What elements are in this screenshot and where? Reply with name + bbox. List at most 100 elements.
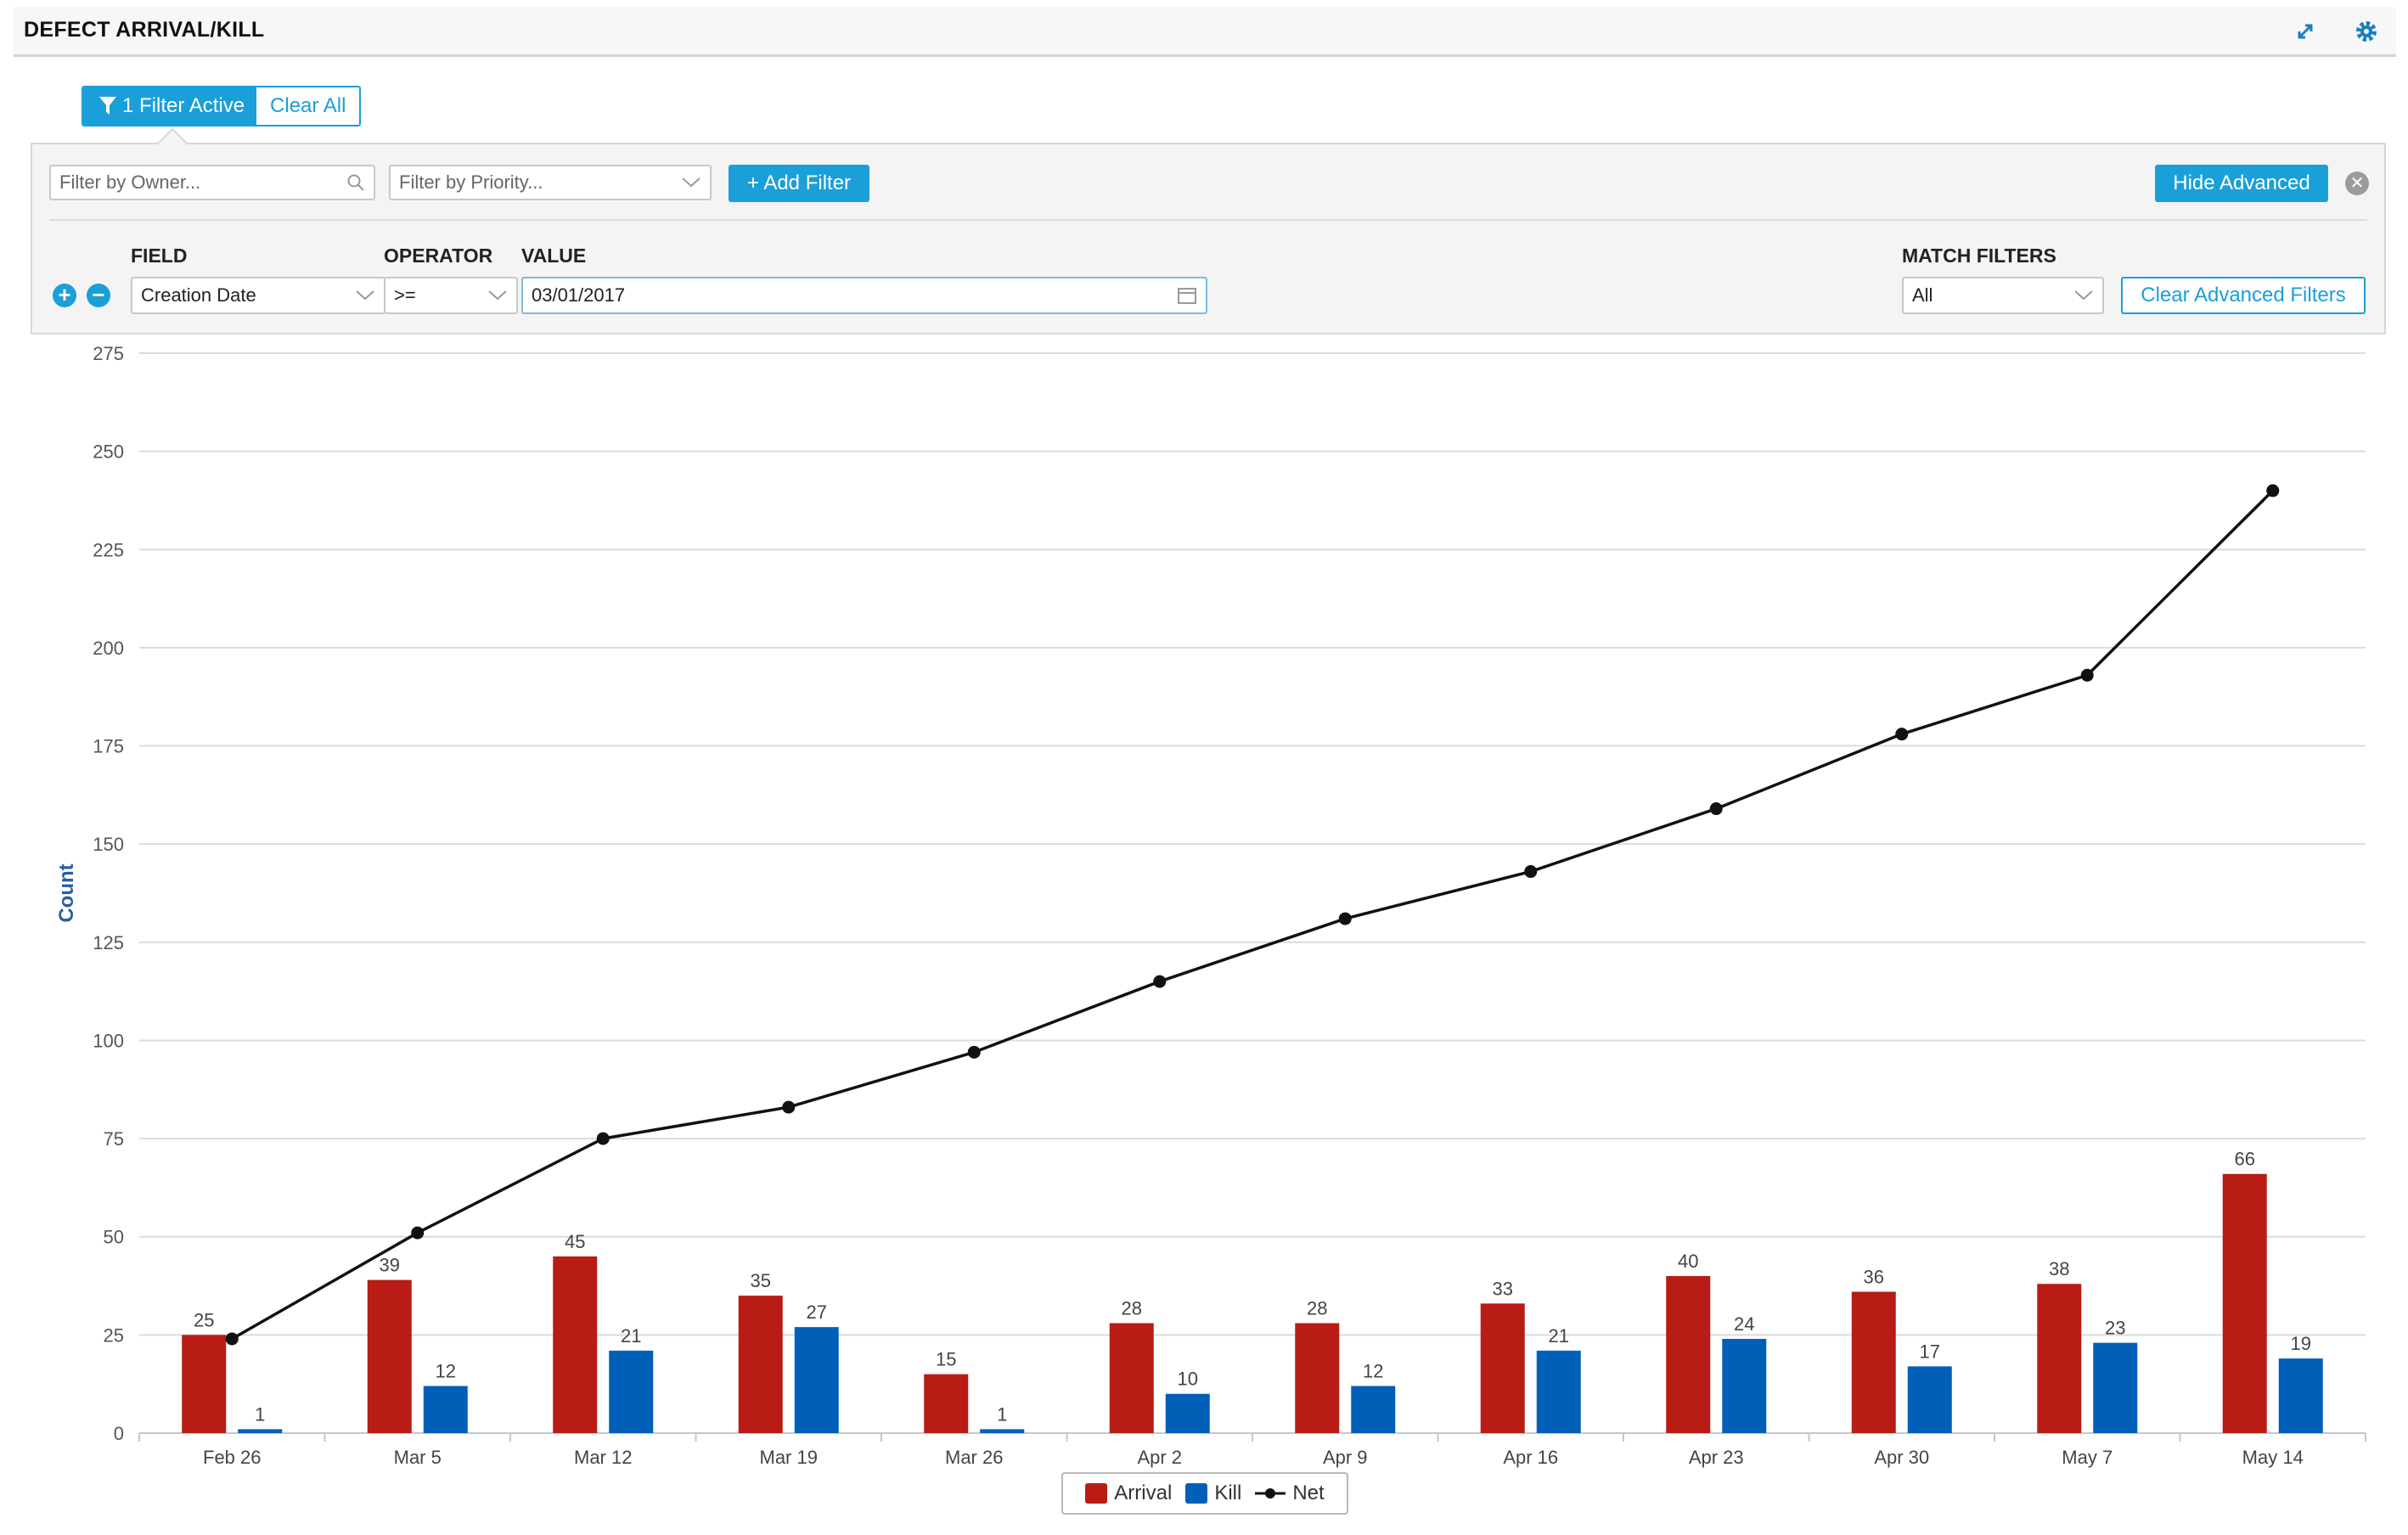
bar-arrival — [1480, 1303, 1525, 1433]
x-tick-label: Apr 23 — [1689, 1447, 1744, 1468]
y-tick-label: 75 — [104, 1128, 124, 1150]
priority-filter-select[interactable]: Filter by Priority... — [389, 165, 712, 200]
panel-title: DEFECT ARRIVAL/KILL — [24, 18, 265, 42]
chart-legend: Arrival Kill Net — [1061, 1472, 1348, 1515]
bar-kill — [1722, 1338, 1767, 1433]
y-tick-label: 25 — [104, 1324, 124, 1346]
x-tick-label: Apr 16 — [1503, 1447, 1558, 1468]
data-label-kill: 17 — [1920, 1341, 1940, 1362]
data-label-arrival: 40 — [1678, 1251, 1698, 1272]
advanced-divider — [49, 219, 2367, 221]
match-filters-header: MATCH FILTERS — [1902, 245, 2056, 267]
bar-arrival — [2037, 1284, 2082, 1433]
bar-kill — [1351, 1386, 1396, 1433]
value-column-header: VALUE — [521, 245, 587, 267]
bar-arrival — [738, 1296, 783, 1433]
calendar-icon[interactable] — [1177, 286, 1197, 305]
net-point — [596, 1132, 610, 1145]
bar-kill — [794, 1327, 839, 1433]
x-tick-label: Mar 19 — [760, 1447, 818, 1468]
data-label-kill: 10 — [1178, 1369, 1198, 1390]
filter-active-toggle[interactable]: 1 Filter Active — [83, 87, 257, 125]
legend-label-net: Net — [1292, 1482, 1325, 1504]
priority-filter-placeholder: Filter by Priority... — [399, 171, 543, 193]
y-axis-ticks: 0 25 50 75 100 125 150 175 200 225 250 275 — [93, 343, 124, 1444]
data-label-kill: 12 — [1363, 1360, 1383, 1381]
bar-kill — [609, 1350, 654, 1433]
bar-kill — [1165, 1393, 1210, 1433]
data-label-arrival: 28 — [1122, 1297, 1142, 1319]
data-label-kill: 24 — [1734, 1313, 1754, 1335]
chart-gridlines — [139, 352, 2366, 1434]
y-axis-label: Count — [55, 863, 78, 922]
legend-item-arrival[interactable]: Arrival — [1085, 1482, 1172, 1505]
data-label-kill: 1 — [255, 1403, 265, 1425]
net-point — [967, 1045, 981, 1059]
bar-arrival — [2222, 1173, 2267, 1433]
match-filters-value: All — [1912, 284, 1933, 306]
y-tick-label: 100 — [93, 1030, 124, 1051]
panel-header: DEFECT ARRIVAL/KILL — [14, 7, 2396, 57]
data-label-arrival: 36 — [1864, 1266, 1884, 1287]
operator-select-value: >= — [394, 284, 416, 306]
bar-kill — [1536, 1350, 1581, 1433]
legend-label-kill: Kill — [1214, 1482, 1242, 1504]
net-point — [411, 1226, 425, 1240]
x-axis-ticks: Feb 26 Mar 5 Mar 12 Mar 19 Mar 26 Apr 2 Apr 9 A… — [138, 1433, 2366, 1468]
bar-arrival — [1851, 1291, 1896, 1433]
bar-kill — [238, 1429, 283, 1433]
bar-arrival — [924, 1374, 969, 1433]
x-tick-label: Mar 12 — [574, 1447, 632, 1468]
field-column-header: FIELD — [131, 245, 188, 267]
gear-icon[interactable] — [2354, 19, 2379, 44]
net-point — [2080, 668, 2094, 682]
bar-arrival — [553, 1256, 598, 1433]
data-label-kill: 21 — [621, 1325, 641, 1347]
bar-arrival — [182, 1335, 227, 1433]
data-label-kill: 23 — [2105, 1318, 2125, 1339]
y-tick-label: 175 — [93, 736, 124, 757]
net-line-path — [231, 489, 2274, 1341]
x-tick-label: Apr 9 — [1323, 1447, 1368, 1468]
legend-swatch-arrival — [1085, 1483, 1108, 1504]
y-tick-label: 150 — [93, 834, 124, 855]
data-label-arrival: 45 — [565, 1231, 585, 1252]
y-tick-label: 250 — [93, 441, 124, 463]
y-tick-label: 200 — [93, 638, 124, 659]
add-row-icon[interactable]: + — [53, 284, 76, 307]
operator-select[interactable]: >= — [384, 277, 518, 314]
clear-all-button[interactable]: Clear All — [256, 87, 360, 125]
x-tick-label: May 14 — [2242, 1447, 2304, 1468]
funnel-icon — [99, 97, 116, 115]
data-label-arrival: 39 — [380, 1255, 400, 1276]
data-label-arrival: 38 — [2049, 1258, 2069, 1279]
x-tick-label: Mar 5 — [394, 1447, 442, 1468]
bar-kill — [2278, 1358, 2323, 1433]
net-point — [1895, 728, 1909, 741]
field-select-value: Creation Date — [141, 284, 256, 306]
legend-swatch-kill — [1185, 1483, 1208, 1504]
clear-advanced-filters-button[interactable]: Clear Advanced Filters — [2121, 277, 2366, 314]
y-tick-label: 50 — [104, 1227, 124, 1248]
bar-data-labels: 25 39 45 35 15 28 28 33 40 36 38 66 1 12 21 27 1 10 12 21 24… — [194, 1149, 2311, 1425]
close-advanced-icon[interactable]: ✕ — [2345, 171, 2369, 195]
match-filters-select[interactable]: All — [1902, 277, 2104, 314]
net-point — [225, 1332, 239, 1346]
x-tick-label: Apr 2 — [1137, 1447, 1182, 1468]
bar-kill — [980, 1429, 1025, 1433]
data-label-kill: 21 — [1549, 1325, 1569, 1347]
data-label-kill: 19 — [2291, 1333, 2311, 1354]
filter-active-label: 1 Filter Active — [122, 94, 245, 117]
value-date-input[interactable]: 03/01/2017 — [521, 277, 1207, 314]
search-icon — [347, 174, 364, 191]
add-filter-button[interactable]: + Add Filter — [729, 165, 869, 202]
owner-filter-input[interactable]: Filter by Owner... — [49, 165, 375, 200]
hide-advanced-button[interactable]: Hide Advanced — [2155, 165, 2328, 202]
expand-icon[interactable] — [2293, 19, 2318, 44]
remove-row-icon[interactable]: − — [87, 284, 110, 307]
chevron-down-icon — [682, 177, 700, 188]
field-select[interactable]: Creation Date — [131, 277, 385, 314]
legend-item-net[interactable]: Net — [1255, 1482, 1325, 1505]
y-tick-label: 225 — [93, 539, 124, 560]
legend-item-kill[interactable]: Kill — [1185, 1482, 1241, 1505]
